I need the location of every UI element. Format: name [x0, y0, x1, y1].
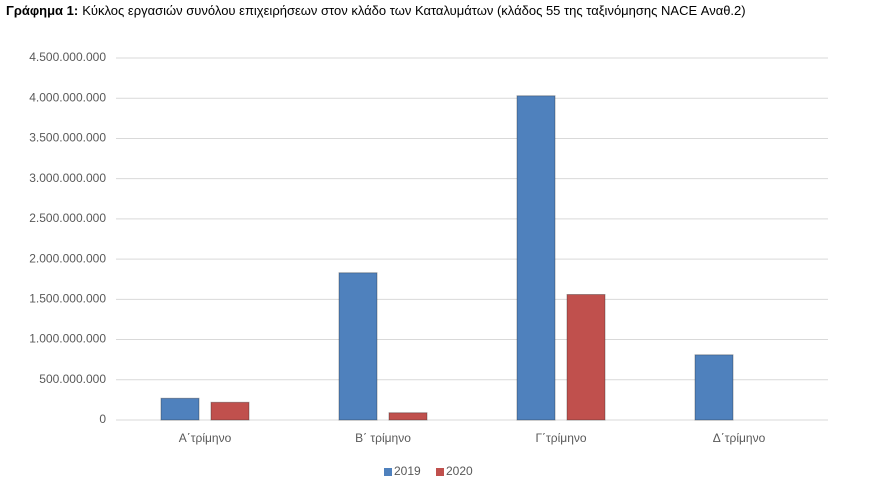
y-tick-label: 500.000.000: [39, 372, 106, 386]
bar: [160, 397, 200, 421]
y-tick-label: 2.000.000.000: [29, 251, 106, 265]
y-tick-label: 1.500.000.000: [29, 292, 106, 306]
y-tick-label: 3.500.000.000: [29, 131, 106, 145]
bar: [694, 354, 734, 421]
x-tick-label: Γ΄τρίμηνο: [535, 431, 586, 445]
chart-title: Γράφημα 1: Κύκλος εργασιών συνόλου επιχει…: [6, 3, 746, 18]
x-tick-label: Α΄τρίμηνο: [179, 431, 232, 445]
y-tick-label: 4.000.000.000: [29, 90, 106, 104]
legend-label: 2020: [446, 464, 473, 478]
y-tick-label: 3.000.000.000: [29, 171, 106, 185]
bar: [566, 294, 606, 421]
title-text: Κύκλος εργασιών συνόλου επιχειρήσεων στο…: [82, 3, 745, 18]
legend-swatch: [384, 468, 392, 476]
x-tick-label: Δ΄τρίμηνο: [713, 431, 766, 445]
y-tick-label: 0: [99, 412, 106, 426]
y-tick-label: 4.500.000.000: [29, 50, 106, 64]
bar: [210, 401, 250, 421]
y-tick-label: 1.000.000.000: [29, 332, 106, 346]
bar: [516, 95, 556, 421]
bar: [388, 412, 428, 421]
legend-label: 2019: [394, 464, 421, 478]
legend-swatch: [436, 468, 444, 476]
title-label: Γράφημα 1:: [6, 3, 78, 18]
bar: [338, 272, 378, 421]
y-tick-label: 2.500.000.000: [29, 211, 106, 225]
x-tick-label: Β΄ τρίμηνο: [355, 431, 411, 445]
